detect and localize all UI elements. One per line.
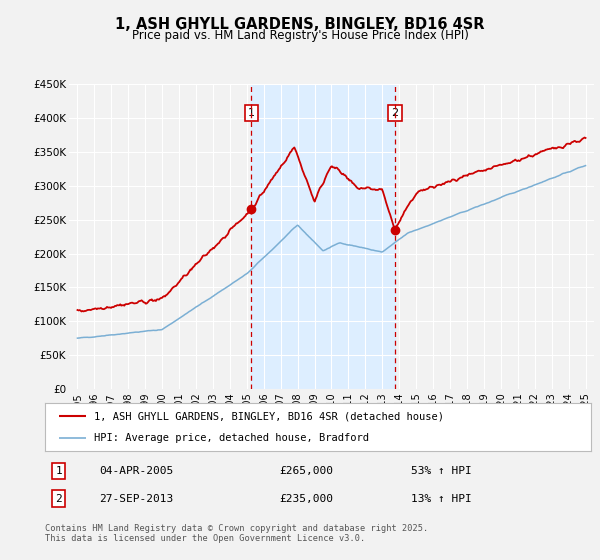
Text: 2: 2 bbox=[55, 493, 62, 503]
Text: 1, ASH GHYLL GARDENS, BINGLEY, BD16 4SR (detached house): 1, ASH GHYLL GARDENS, BINGLEY, BD16 4SR … bbox=[94, 411, 444, 421]
Text: Price paid vs. HM Land Registry's House Price Index (HPI): Price paid vs. HM Land Registry's House … bbox=[131, 29, 469, 42]
Text: HPI: Average price, detached house, Bradford: HPI: Average price, detached house, Brad… bbox=[94, 433, 369, 443]
Text: 1: 1 bbox=[55, 466, 62, 476]
Text: 53% ↑ HPI: 53% ↑ HPI bbox=[411, 466, 472, 476]
Text: £265,000: £265,000 bbox=[280, 466, 334, 476]
Bar bbox=[251, 84, 395, 389]
Text: 27-SEP-2013: 27-SEP-2013 bbox=[100, 493, 174, 503]
Text: 04-APR-2005: 04-APR-2005 bbox=[100, 466, 174, 476]
Text: 13% ↑ HPI: 13% ↑ HPI bbox=[411, 493, 472, 503]
Text: £235,000: £235,000 bbox=[280, 493, 334, 503]
Text: Contains HM Land Registry data © Crown copyright and database right 2025.
This d: Contains HM Land Registry data © Crown c… bbox=[45, 524, 428, 543]
Text: 2: 2 bbox=[391, 108, 398, 118]
Text: 1: 1 bbox=[248, 108, 255, 118]
Text: 1, ASH GHYLL GARDENS, BINGLEY, BD16 4SR: 1, ASH GHYLL GARDENS, BINGLEY, BD16 4SR bbox=[115, 17, 485, 32]
